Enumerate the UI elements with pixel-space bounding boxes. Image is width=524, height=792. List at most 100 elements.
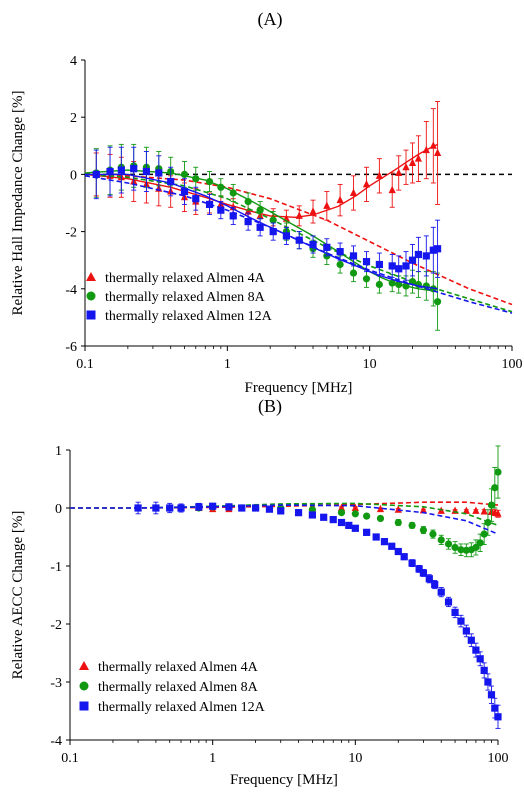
data-point-square <box>351 524 359 532</box>
data-point-triangle <box>375 171 383 179</box>
data-point-square <box>362 258 371 266</box>
data-point-triangle <box>429 141 437 149</box>
legend-marker-square <box>86 310 96 320</box>
data-point-square <box>308 511 316 519</box>
y-tick-label: -4 <box>50 734 62 749</box>
data-point-square <box>282 232 290 240</box>
data-point-circle <box>349 269 358 277</box>
data-point-square <box>217 206 225 214</box>
data-point-circle <box>336 260 344 269</box>
data-point-circle <box>476 539 484 547</box>
data-point-square <box>238 504 246 512</box>
data-point-square <box>244 217 252 226</box>
data-point-square <box>388 542 396 550</box>
data-point-square <box>320 513 328 521</box>
data-point-circle <box>457 546 465 554</box>
y-tick-label: -3 <box>50 676 62 691</box>
data-point-square <box>205 200 214 209</box>
data-point-square <box>429 246 437 254</box>
data-point-square <box>309 240 317 249</box>
x-tick-label: 1 <box>224 357 231 372</box>
data-point-circle <box>480 530 488 538</box>
data-point-square <box>419 569 428 577</box>
chart-panel-b: (B) -4 -3 -2 -1 0 1 0.1 1 10 100 Frequency [MHz] Rel… <box>10 396 509 788</box>
data-point-square <box>265 505 274 513</box>
data-point-triangle <box>309 207 317 215</box>
panel-label: (B) <box>258 396 282 417</box>
data-point-square <box>209 502 217 510</box>
chart-panel-a: (A) -6 -4 -2 0 2 4 0.1 1 10 100 Frequency [MHz] Rela… <box>10 9 523 396</box>
data-point-circle <box>494 468 502 476</box>
data-point-circle <box>180 170 189 178</box>
x-tick-label: 0.1 <box>76 357 94 372</box>
data-point-square <box>106 167 114 176</box>
data-point-triangle <box>414 154 423 162</box>
legend-label: thermally relaxed Almen 4A <box>98 660 259 675</box>
data-point-square <box>395 265 403 273</box>
x-axis-label: Frequency [MHz] <box>245 380 353 396</box>
y-tick-label: -1 <box>50 560 62 575</box>
data-point-triangle <box>462 506 470 514</box>
series-square: thermally relaxed Almen 12A <box>70 501 502 729</box>
data-point-square <box>229 212 237 220</box>
x-tick-label: 10 <box>348 751 362 766</box>
data-point-circle <box>487 501 496 509</box>
data-point-square <box>415 565 423 573</box>
data-point-square <box>323 243 331 251</box>
data-point-circle <box>408 521 416 530</box>
data-point-square <box>375 260 383 269</box>
data-point-circle <box>362 275 371 283</box>
data-point-circle <box>217 183 225 191</box>
x-axis-label: Frequency [MHz] <box>230 772 338 788</box>
y-tick-label: 0 <box>55 502 62 517</box>
data-point-triangle <box>295 211 303 219</box>
data-point-circle <box>419 526 428 534</box>
legend-marker-circle <box>86 291 96 301</box>
data-point-circle <box>395 280 403 289</box>
legend-label: thermally relaxed Almen 8A <box>105 290 266 305</box>
data-point-square <box>431 580 439 589</box>
data-point-square <box>476 655 484 663</box>
data-point-circle <box>394 518 402 527</box>
data-point-square <box>422 252 430 260</box>
legend-label: thermally relaxed Almen 8A <box>98 680 259 695</box>
data-point-square <box>414 250 423 259</box>
y-axis-label: Relative Hall Impedance Change [%] <box>10 91 26 316</box>
data-point-square <box>152 504 160 512</box>
x-tick-label: 1 <box>209 751 216 766</box>
data-point-square <box>388 262 396 270</box>
data-point-square <box>380 538 389 546</box>
data-point-square <box>457 617 465 625</box>
model-curve-dashed <box>84 175 513 314</box>
data-point-circle <box>451 543 459 552</box>
data-point-triangle <box>408 158 417 166</box>
data-point-square <box>277 507 285 515</box>
data-point-square <box>134 504 142 512</box>
data-point-circle <box>337 509 346 517</box>
data-point-square <box>192 195 200 203</box>
series-circle: thermally relaxed Almen 8A <box>70 445 502 695</box>
data-point-circle <box>244 197 252 206</box>
data-point-square <box>472 646 480 654</box>
data-point-triangle <box>351 503 359 511</box>
data-point-circle <box>363 512 371 520</box>
data-point-square <box>437 588 445 596</box>
data-point-square <box>491 704 499 712</box>
data-point-circle <box>472 543 480 552</box>
data-point-square <box>256 223 264 231</box>
y-tick-label: -2 <box>50 618 62 633</box>
y-tick-label: -6 <box>65 340 77 355</box>
x-tick-label: 100 <box>502 357 523 372</box>
y-tick-label: 4 <box>70 54 77 69</box>
data-point-square <box>402 262 410 270</box>
data-point-triangle <box>433 148 442 156</box>
fit-curve <box>84 143 438 219</box>
data-point-triangle <box>494 509 502 517</box>
legend-marker-circle <box>79 681 89 691</box>
legend-marker-triangle <box>79 661 89 670</box>
y-tick-label: -2 <box>65 226 77 241</box>
data-point-circle <box>229 189 237 197</box>
data-point-circle <box>437 536 445 544</box>
data-point-triangle <box>395 168 403 176</box>
data-point-circle <box>375 280 383 289</box>
